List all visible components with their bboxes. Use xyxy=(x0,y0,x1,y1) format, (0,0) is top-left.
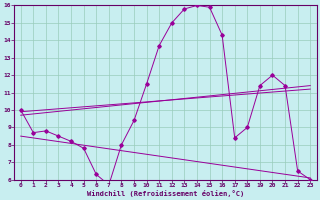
X-axis label: Windchill (Refroidissement éolien,°C): Windchill (Refroidissement éolien,°C) xyxy=(87,190,244,197)
